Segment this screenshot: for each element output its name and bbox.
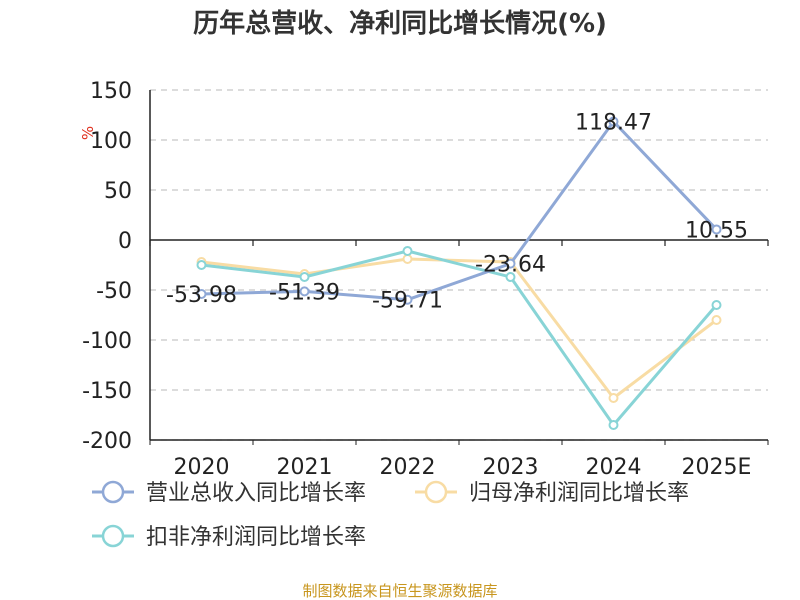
- series-line: [201, 249, 718, 427]
- x-tick-label: 2025E: [682, 455, 752, 480]
- legend-label: 扣非净利润同比增长率: [146, 525, 366, 550]
- y-tick-label: -150: [82, 379, 132, 404]
- data-label: -23.64: [475, 253, 546, 278]
- x-ticks: 2020 2021 2022 2023 2024 2025E: [174, 455, 752, 480]
- data-point: [505, 272, 516, 282]
- axes: [149, 90, 769, 445]
- legend-label: 营业总收入同比增长率: [146, 481, 366, 506]
- data-label: -51.39: [269, 280, 340, 305]
- data-point: [299, 272, 310, 282]
- source-note: 制图数据来自恒生聚源数据库: [302, 582, 497, 600]
- data-point: [196, 260, 207, 270]
- data-point: [608, 420, 619, 430]
- x-tick-label: 2020: [174, 455, 230, 480]
- data-label: 118.47: [575, 111, 652, 136]
- x-tick-label: 2022: [380, 455, 436, 480]
- y-tick-label: 50: [104, 179, 132, 204]
- y-ticks: 150 100 50 0 -50 -100 -150 -200: [82, 79, 132, 454]
- data-label: 10.55: [685, 218, 748, 243]
- data-point: [711, 300, 722, 310]
- data-point: [608, 393, 619, 403]
- y-axis-unit: %: [79, 126, 97, 140]
- legend-marker: [101, 480, 125, 504]
- y-tick-label: -100: [82, 329, 132, 354]
- data-point: [402, 294, 413, 305]
- data-label: -59.71: [372, 289, 443, 314]
- x-tick-label: 2021: [277, 455, 333, 480]
- data-labels: -53.98 -51.39 -59.71 -23.64 118.47 10.55: [166, 111, 748, 314]
- series-line: [201, 257, 718, 400]
- data-point: [402, 246, 413, 256]
- y-tick-label: 0: [118, 229, 132, 254]
- data-point: [196, 288, 207, 299]
- legend-label: 归母净利润同比增长率: [469, 481, 689, 506]
- data-label: -53.98: [166, 283, 237, 308]
- data-point: [711, 224, 722, 235]
- y-tick-label: 150: [90, 79, 132, 104]
- y-tick-label: 100: [90, 129, 132, 154]
- y-tick-label: -50: [96, 279, 132, 304]
- x-tick-label: 2023: [483, 455, 539, 480]
- data-point: [608, 116, 619, 127]
- data-point: [402, 254, 413, 264]
- legend-marker: [424, 480, 448, 504]
- data-point: [299, 286, 310, 297]
- chart-title: 历年总营收、净利同比增长情况(%): [193, 8, 607, 39]
- legend-marker: [101, 524, 125, 548]
- series-group: [196, 116, 722, 430]
- data-point: [711, 315, 722, 325]
- data-point: [505, 258, 516, 269]
- x-tick-label: 2024: [586, 455, 642, 480]
- series-line: [201, 120, 718, 302]
- y-tick-label: -200: [82, 429, 132, 454]
